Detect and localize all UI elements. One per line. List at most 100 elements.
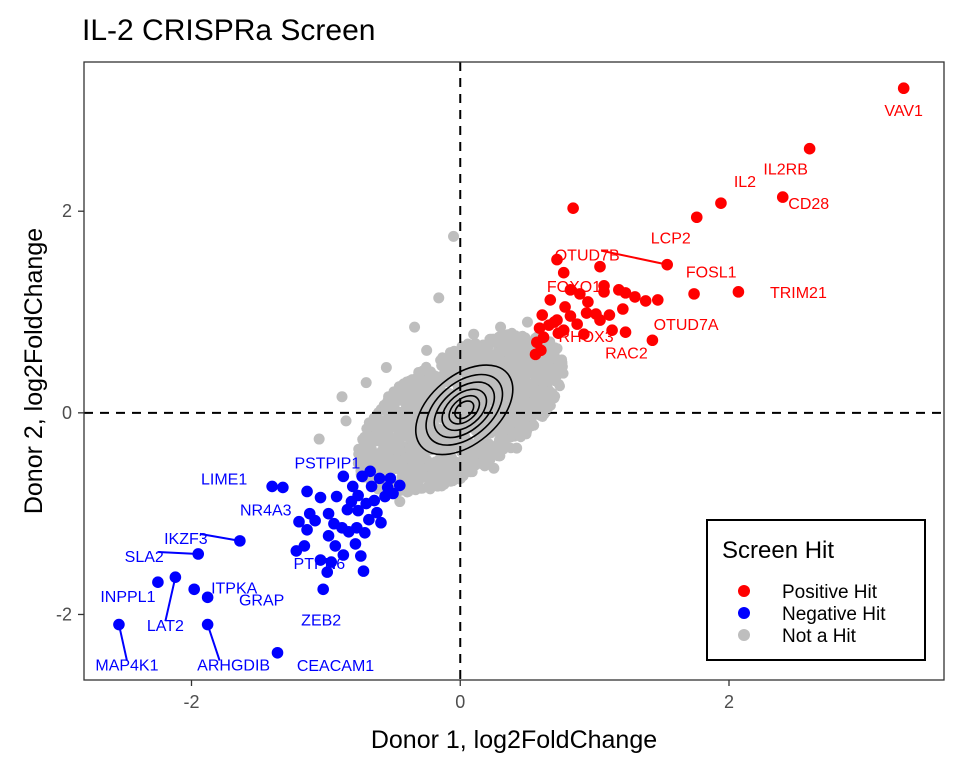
point-label: GRAP <box>239 592 284 609</box>
point-not-hit <box>528 361 540 373</box>
point-not-hit <box>515 346 527 358</box>
cloud-point <box>494 434 505 445</box>
cloud-point <box>388 386 399 397</box>
cloud-point <box>513 358 524 370</box>
point-negative-hit <box>352 504 364 517</box>
label-leader <box>164 576 177 622</box>
point-not-hit <box>360 377 372 389</box>
point-not-hit <box>433 292 445 304</box>
point-negative-hit <box>359 527 371 539</box>
point-positive-hit <box>559 301 571 313</box>
cloud-point <box>479 340 491 351</box>
point-positive-hit <box>598 280 610 292</box>
x-tick-label: -2 <box>183 692 199 712</box>
y-tick-label: 2 <box>62 201 72 221</box>
point-positive-hit <box>803 142 816 155</box>
point-label: IL2RB <box>763 162 807 179</box>
point-negative-hit <box>152 576 164 589</box>
point-positive-hit <box>594 314 606 326</box>
point-label: CD28 <box>788 196 829 213</box>
point-not-hit <box>538 377 550 389</box>
point-positive-hit <box>557 266 570 279</box>
point-negative-hit <box>201 591 214 604</box>
point-label: RHOX3 <box>559 329 614 346</box>
point-positive-hit <box>582 296 594 308</box>
legend-swatch-positive <box>738 585 750 597</box>
point-not-hit <box>488 462 500 474</box>
cloud-point <box>478 355 489 367</box>
cloud-point <box>444 441 456 452</box>
reference-lines <box>84 62 944 680</box>
label-leader <box>199 532 241 542</box>
point-label: CEACAM1 <box>297 658 374 675</box>
label-leader <box>117 624 128 661</box>
point-positive-hit <box>715 197 727 209</box>
cloud-point <box>501 346 513 357</box>
cloud-point <box>534 394 545 406</box>
cloud-point <box>473 365 485 376</box>
cloud-point <box>450 359 461 370</box>
point-positive-hit <box>571 318 583 330</box>
point-negative-hit <box>384 472 397 485</box>
point-negative-hit <box>373 472 386 485</box>
cloud-point <box>548 346 560 357</box>
cloud-point <box>488 337 499 348</box>
cloud-point <box>416 399 427 411</box>
axis-ticks: -2 0 2 -2 0 2 <box>56 201 734 712</box>
legend-label-not-hit: Not a Hit <box>782 626 857 647</box>
point-label: NR4A3 <box>240 503 292 520</box>
contour-line <box>448 394 481 425</box>
point-label: VAV1 <box>884 103 923 120</box>
legend-swatch-negative <box>738 607 750 619</box>
x-tick-label: 0 <box>455 692 465 712</box>
point-label: SLA2 <box>125 549 164 566</box>
point-label: LAT2 <box>147 618 184 635</box>
legend-label-negative: Negative Hit <box>782 604 886 625</box>
cloud-point <box>362 429 373 440</box>
point-not-hit <box>380 361 392 373</box>
point-positive-hit <box>551 253 563 266</box>
cloud-point <box>441 354 452 365</box>
point-positive-hit <box>629 291 641 303</box>
point-not-hit <box>542 402 554 414</box>
point-negative-hit <box>337 549 350 561</box>
point-negative-hit <box>365 480 378 493</box>
point-not-hit <box>409 321 421 333</box>
cloud-point <box>526 398 537 410</box>
point-not-hit <box>336 391 348 403</box>
point-negative-hit <box>290 545 303 557</box>
point-negative-hit <box>314 554 327 566</box>
cloud-point <box>403 477 415 488</box>
point-label: ARHGDIB <box>197 658 270 675</box>
point-negative-hit <box>277 481 289 494</box>
point-positive-hit <box>548 316 561 328</box>
point-positive-hit <box>617 303 629 315</box>
point-positive-hit <box>557 324 570 336</box>
contour-line <box>414 364 514 456</box>
cloud-point <box>528 420 540 431</box>
point-negative-hit <box>345 495 358 508</box>
cloud-point <box>460 359 471 370</box>
point-negative-hit <box>329 540 342 552</box>
point-negative-hit <box>337 470 350 483</box>
cloud-point <box>389 399 400 410</box>
point-label: IL2 <box>734 174 756 191</box>
cloud-point <box>394 438 405 449</box>
point-negative-hit <box>349 538 362 550</box>
legend-swatch-not-hit <box>738 629 750 641</box>
y-tick-label: 0 <box>62 403 72 423</box>
point-positive-hit <box>536 309 549 321</box>
cloud-point <box>390 409 401 420</box>
point-label: OTUD7A <box>654 317 719 334</box>
point-label: INPPL1 <box>100 589 155 606</box>
point-positive-hit <box>646 334 659 347</box>
point-label: LIME1 <box>201 471 247 488</box>
point-positive-hit <box>564 284 577 296</box>
cloud-point <box>406 442 417 453</box>
point-negative-hit <box>271 646 284 659</box>
cloud-point <box>443 461 454 473</box>
point-positive-hit <box>564 310 577 322</box>
point-not-hit <box>521 316 533 328</box>
point-positive-hit <box>606 324 618 336</box>
point-negative-hit <box>346 480 359 493</box>
